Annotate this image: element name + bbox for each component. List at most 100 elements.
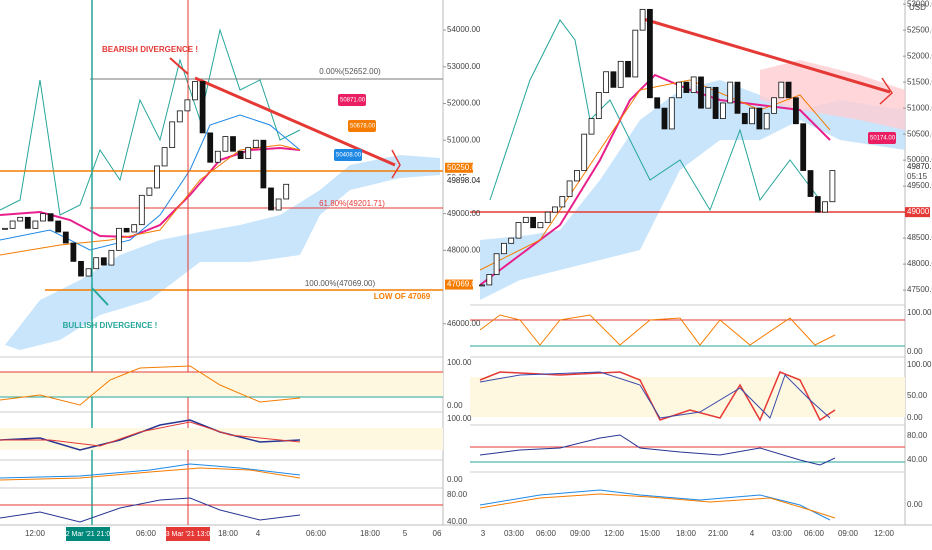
candle	[522, 216, 529, 223]
candle	[552, 206, 558, 213]
subpane-tick-label: 80.00	[447, 490, 468, 499]
candle	[741, 112, 748, 125]
subpane-tick-label: 0.00	[447, 475, 463, 484]
candle	[24, 216, 31, 229]
x-tick-label: 03:00	[504, 529, 525, 538]
candle	[683, 81, 690, 93]
candle	[829, 170, 836, 203]
candle	[690, 76, 697, 93]
x-tick-label: 12:00	[25, 529, 46, 538]
x-tick-label: 06:00	[804, 529, 825, 538]
price-tag	[905, 161, 930, 172]
chikou-line	[0, 28, 301, 216]
subpane-tick-label: 0.00	[907, 413, 923, 422]
candle	[574, 170, 580, 182]
stoch-line	[479, 314, 836, 346]
candle	[544, 211, 551, 223]
y-tick-label: 48000.00	[907, 259, 932, 268]
candle	[530, 216, 536, 229]
subpane-tick-label: 0.00	[447, 401, 463, 410]
macd-line	[0, 463, 301, 479]
y-tick-label: 46000.00	[447, 319, 481, 328]
candle	[252, 139, 259, 148]
candle	[116, 227, 122, 251]
price-tag-label: 49870.72	[907, 162, 932, 171]
macd-signal	[479, 493, 836, 519]
candle	[486, 274, 493, 286]
subpane-tick-label: 100.00	[447, 414, 472, 423]
trend-line	[639, 16, 891, 94]
y-tick-label: 48000.00	[447, 245, 481, 254]
candle	[617, 60, 624, 88]
candle	[70, 242, 77, 262]
ichimoku-cloud	[480, 80, 905, 300]
candle	[676, 81, 682, 99]
candle	[283, 183, 290, 200]
candle	[138, 194, 145, 226]
candle	[800, 123, 807, 171]
countdown: 05:15	[907, 172, 928, 181]
candle	[493, 253, 500, 275]
candle	[275, 198, 282, 211]
price-tag	[445, 279, 473, 290]
subpane-tick-label: 50.00	[907, 391, 928, 400]
candle	[661, 107, 668, 130]
subpane-tick-label: 40.00	[447, 517, 468, 526]
candle	[654, 97, 661, 109]
candle	[40, 213, 46, 222]
candle	[595, 92, 602, 119]
candle	[720, 102, 726, 119]
x-tick-label: 18:00	[676, 529, 697, 538]
candle	[807, 170, 814, 197]
x-tick-label: 03:00	[772, 529, 793, 538]
candle	[146, 187, 153, 196]
candle	[131, 224, 138, 233]
candle	[199, 81, 206, 134]
subpane-tick-label: 100.00	[907, 360, 932, 369]
candle	[207, 132, 214, 163]
x-tick-label: 06:00	[136, 529, 157, 538]
price-tag-label: 49000.00	[907, 207, 932, 216]
y-tick-label: 52000.00	[447, 99, 481, 108]
subpane-tick-label: 100.00	[447, 358, 472, 367]
x-tick-label: 3	[481, 529, 486, 538]
candle	[559, 196, 566, 208]
x-tick-label: 5	[403, 529, 408, 538]
annotation: BEARISH DIVERGENCE !	[102, 45, 198, 54]
y-tick-label: 49500.00	[907, 181, 932, 190]
price-tag	[445, 175, 473, 186]
x-tick-label: 09:00	[570, 529, 591, 538]
rsi-line	[479, 434, 836, 466]
x-tick-label: 15:00	[640, 529, 661, 538]
candle	[260, 139, 267, 189]
x-tick-label: 18:00	[218, 529, 239, 538]
candle	[237, 150, 244, 159]
candle	[93, 257, 100, 270]
stoch-rsi	[479, 371, 836, 422]
candle	[771, 97, 777, 114]
candle	[778, 81, 785, 99]
candle	[749, 107, 755, 125]
candle	[698, 76, 704, 109]
candle	[47, 213, 54, 222]
ichimoku-cloud	[5, 155, 440, 350]
candle	[78, 260, 84, 277]
candle	[785, 81, 792, 99]
x-tick-label: 06	[433, 529, 442, 538]
stoch-rsi-signal	[479, 371, 831, 419]
time-highlight	[66, 527, 110, 541]
candle	[632, 29, 639, 78]
candle	[566, 180, 573, 197]
y-tick-label: 53000.00	[447, 62, 481, 71]
annotation: 100.00%(47069.00)	[305, 279, 376, 288]
y-tick-label: 51000.00	[907, 103, 932, 112]
annotation-box	[338, 94, 366, 106]
candle	[705, 86, 712, 109]
annotation: LOW OF 47069	[374, 292, 431, 301]
chikou-line	[489, 19, 821, 212]
moving-average	[0, 146, 301, 239]
x-tick-label: 06:00	[536, 529, 557, 538]
candle	[245, 147, 252, 159]
rsi-line	[0, 419, 301, 451]
